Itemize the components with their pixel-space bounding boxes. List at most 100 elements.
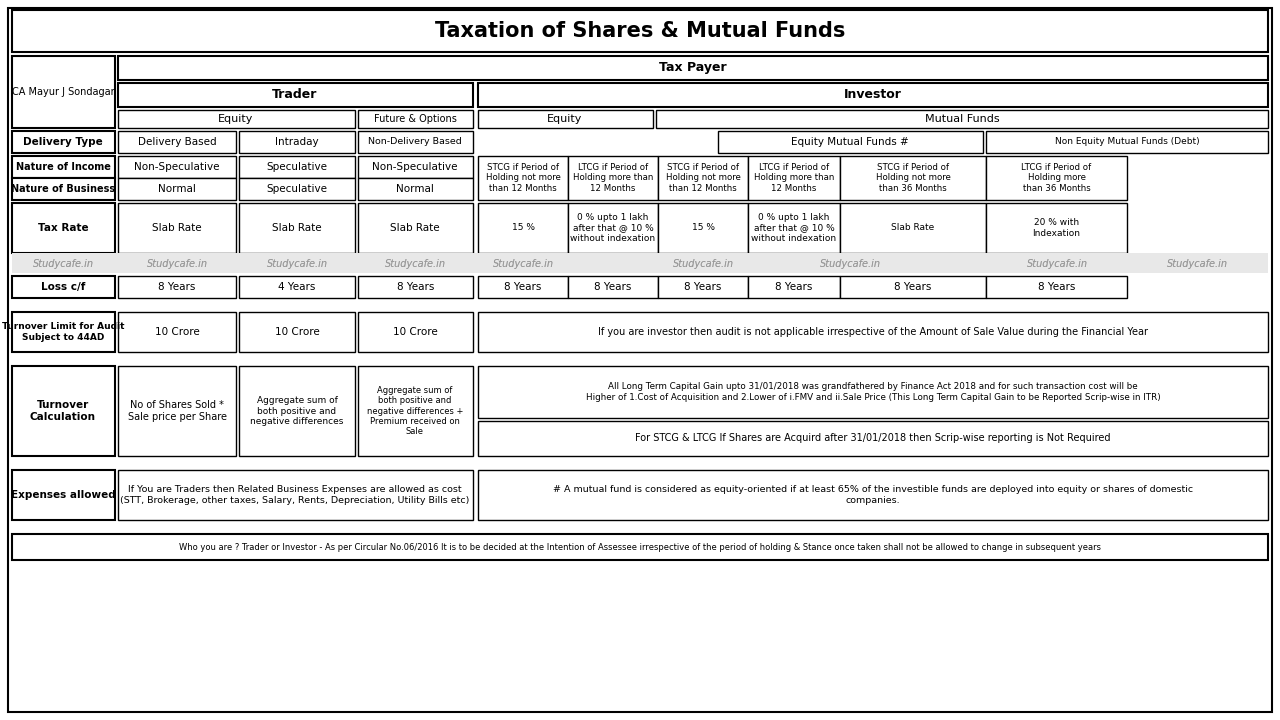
Bar [358,178,474,200]
Bar [748,156,840,200]
Bar [986,276,1126,298]
Text: Studycafe.in: Studycafe.in [672,259,733,269]
Text: Who you are ? Trader or Investor - As per Circular No.06/2016 It is to be decide: Who you are ? Trader or Investor - As pe… [179,542,1101,552]
Text: LTCG if Period of
Holding more
than 36 Months: LTCG if Period of Holding more than 36 M… [1021,163,1092,193]
Bar [658,156,748,200]
Bar [118,276,236,298]
Text: Normal: Normal [396,184,434,194]
Bar [358,110,474,128]
Bar [568,203,658,253]
Text: 20 % with
Indexation: 20 % with Indexation [1033,218,1080,238]
Bar [986,156,1126,200]
Text: Intraday: Intraday [275,137,319,147]
Text: Studycafe.in: Studycafe.in [32,259,93,269]
Bar [12,178,115,200]
Text: Non-Delivery Based: Non-Delivery Based [369,138,462,146]
Text: Turnover Limit for Audit
Subject to 44AD: Turnover Limit for Audit Subject to 44AD [1,323,124,342]
Text: STCG if Period of
Holding not more
than 12 Months: STCG if Period of Holding not more than … [485,163,561,193]
Bar [840,203,986,253]
Bar [12,366,115,456]
Text: Aggregate sum of
both positive and
negative differences +
Premium received on
Sa: Aggregate sum of both positive and negat… [367,386,463,436]
Bar [118,203,236,253]
Text: Slab Rate: Slab Rate [152,223,202,233]
Bar [477,156,568,200]
Text: 4 Years: 4 Years [278,282,316,292]
Text: Studycafe.in: Studycafe.in [384,259,445,269]
Bar [358,131,474,153]
Text: Delivery Type: Delivery Type [23,137,102,147]
Text: 0 % upto 1 lakh
after that @ 10 %
without indexation: 0 % upto 1 lakh after that @ 10 % withou… [751,213,837,243]
Text: Future & Options: Future & Options [374,114,457,124]
Text: Studycafe.in: Studycafe.in [1166,259,1228,269]
Text: Expenses allowed: Expenses allowed [10,490,115,500]
Bar [239,178,355,200]
Bar [12,523,1268,533]
Bar [239,131,355,153]
Text: No of Shares Sold *
Sale price per Share: No of Shares Sold * Sale price per Share [128,400,227,422]
Text: Slab Rate: Slab Rate [390,223,440,233]
Text: Equity Mutual Funds #: Equity Mutual Funds # [791,137,909,147]
Bar [118,312,236,352]
Bar [477,110,653,128]
Text: 8 Years: 8 Years [776,282,813,292]
Text: Equity: Equity [548,114,582,124]
Text: Studycafe.in: Studycafe.in [384,259,445,269]
Text: 15 %: 15 % [691,223,714,233]
Text: Studycafe.in: Studycafe.in [146,259,207,269]
Text: Slab Rate: Slab Rate [891,223,934,233]
Text: Investor: Investor [844,89,902,102]
Text: For STCG & LTCG If Shares are Acquird after 31/01/2018 then Scrip-wise reporting: For STCG & LTCG If Shares are Acquird af… [635,433,1111,443]
Text: Normal: Normal [157,184,196,194]
Bar [358,312,474,352]
Bar [840,156,986,200]
Text: Studycafe.in: Studycafe.in [1027,259,1088,269]
Bar [477,276,568,298]
Text: 10 Crore: 10 Crore [155,327,200,337]
Bar [986,131,1268,153]
Bar [477,83,1268,107]
Bar [118,156,236,178]
Text: If you are investor then audit is not applicable irrespective of the Amount of S: If you are investor then audit is not ap… [598,327,1148,337]
Text: Speculative: Speculative [266,162,328,172]
Text: 8 Years: 8 Years [594,282,632,292]
Bar [358,276,474,298]
Bar [477,312,1268,352]
Text: Nature of Income: Nature of Income [15,162,110,172]
Bar [118,131,236,153]
Text: If You are Traders then Related Business Expenses are allowed as cost
(STT, Brok: If You are Traders then Related Business… [120,485,470,505]
Bar [358,366,474,456]
Text: Delivery Based: Delivery Based [138,137,216,147]
Text: Studycafe.in: Studycafe.in [266,259,328,269]
Text: Studycafe.in: Studycafe.in [672,259,733,269]
Bar [358,203,474,253]
Bar [986,203,1126,253]
Bar [12,312,115,352]
Bar [657,110,1268,128]
Bar [12,301,1268,311]
Text: STCG if Period of
Holding not more
than 36 Months: STCG if Period of Holding not more than … [876,163,951,193]
Text: Loss c/f: Loss c/f [41,282,86,292]
Text: 10 Crore: 10 Crore [393,327,438,337]
Text: 8 Years: 8 Years [504,282,541,292]
Bar [12,534,1268,560]
Text: Studycafe.in: Studycafe.in [493,259,553,269]
Text: Slab Rate: Slab Rate [273,223,321,233]
Bar [12,203,115,253]
Bar [477,203,568,253]
Text: Mutual Funds: Mutual Funds [924,114,1000,124]
Bar [568,156,658,200]
Bar [718,131,983,153]
Bar [12,276,115,298]
Bar [12,10,1268,52]
Bar [12,253,1268,273]
Text: Studycafe.in: Studycafe.in [1027,259,1088,269]
Text: STCG if Period of
Holding not more
than 12 Months: STCG if Period of Holding not more than … [666,163,740,193]
Bar [118,178,236,200]
Bar [840,276,986,298]
Text: Speculative: Speculative [266,184,328,194]
Bar [658,203,748,253]
Text: LTCG if Period of
Holding more than
12 Months: LTCG if Period of Holding more than 12 M… [754,163,835,193]
Bar [748,203,840,253]
Text: Studycafe.in: Studycafe.in [32,259,93,269]
Bar [118,56,1268,80]
